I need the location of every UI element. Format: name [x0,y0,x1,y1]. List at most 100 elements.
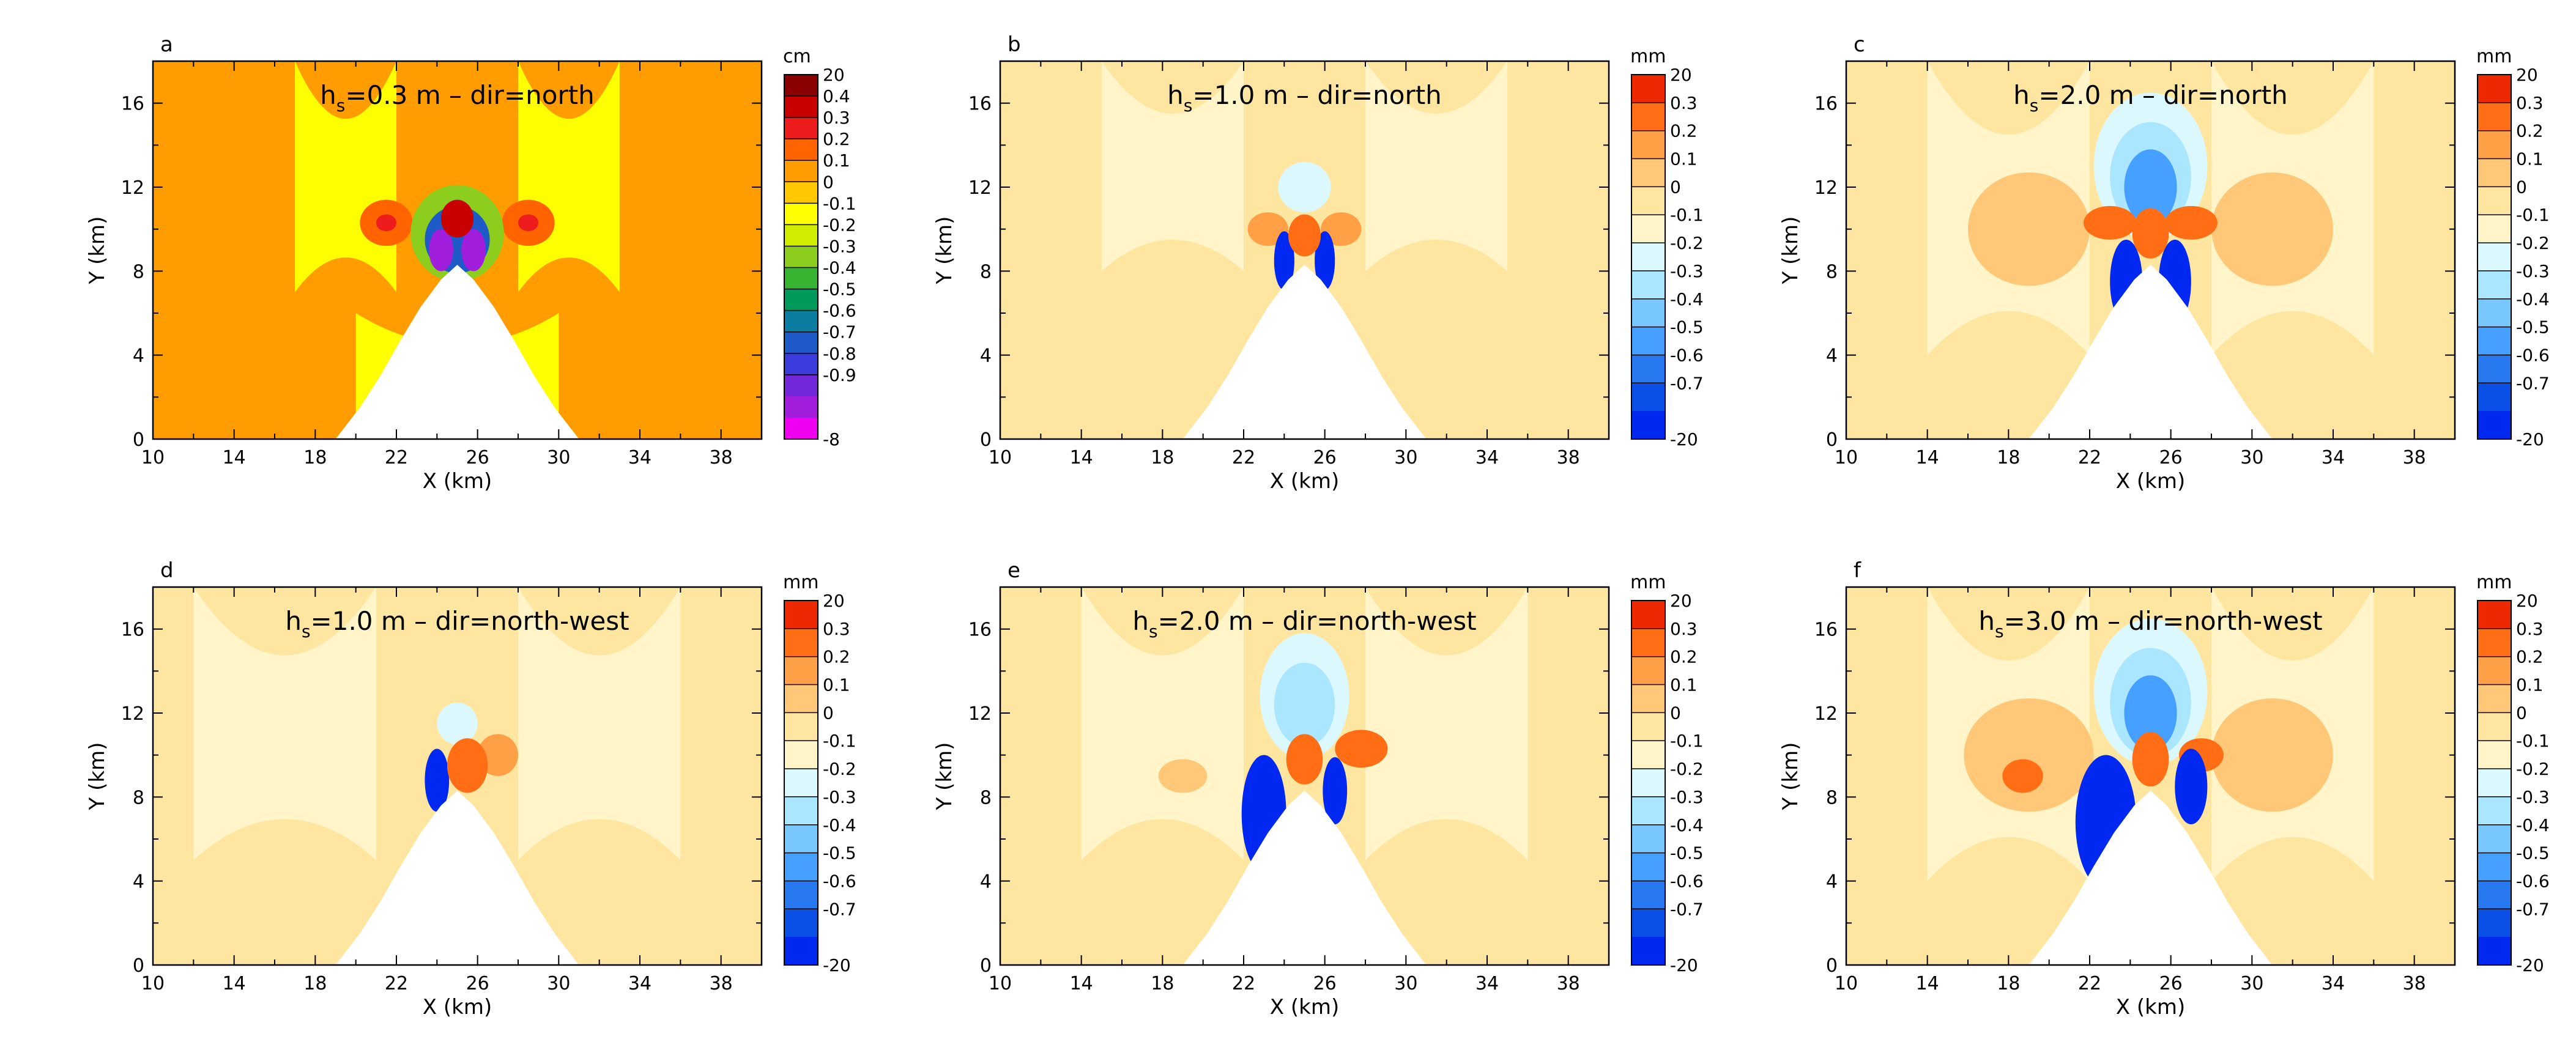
contour-blob-3 [2211,698,2333,812]
colorbar-label: -0.2 [823,215,856,235]
contour-blob-6 [518,215,538,231]
colorbar-swatch [1631,355,1665,383]
colorbar-swatch [1631,75,1665,103]
colorbar-swatch [1631,103,1665,131]
y-axis-label: Y (km) [1778,216,1803,285]
contour-blob-2 [1159,760,1208,793]
y-tick-label: 8 [1826,261,1838,283]
contour-blob-2 [1968,172,2090,286]
colorbar-swatch [2478,881,2511,909]
colorbar-swatch [784,797,818,825]
colorbar-label: -0.6 [823,871,856,891]
colorbar-label: 20 [2516,65,2538,85]
y-tick-label: 8 [133,261,144,283]
x-tick-label: 26 [1313,973,1337,994]
colorbar-swatch [784,117,818,139]
colorbar-label: 0.2 [823,129,850,149]
contour-blob-11 [2132,208,2169,258]
colorbar-label: -20 [2516,429,2544,449]
colorbar-label: 20 [823,65,845,85]
colorbar-swatch [2478,103,2511,131]
y-tick-label: 4 [1826,346,1838,367]
colorbar-swatch [2478,131,2511,159]
contour-blob-7 [1288,215,1321,257]
colorbar-swatch [2478,383,2511,411]
colorbar-label: -20 [2516,955,2544,975]
y-axis-label: Y (km) [85,216,109,285]
y-tick-label: 4 [1826,871,1838,893]
colorbar-label: 0.2 [2516,647,2544,667]
colorbar-swatch [1631,769,1665,797]
y-tick-label: 12 [1814,703,1838,725]
x-tick-label: 14 [1070,447,1093,468]
contour-blob-11 [441,200,473,238]
colorbar-label: 0.2 [823,647,850,667]
colorbar-label: 0.2 [1670,647,1698,667]
colorbar-swatch [784,246,818,268]
colorbar-swatch [2478,769,2511,797]
colorbar: 20 0.3 0.2 0.1 0 -0.1 -0.2 -0.3 -0.4 -0.5 -0.6 -0.7… [2476,572,2550,975]
colorbar-swatch [1631,411,1665,439]
panel-letter: d [160,558,174,583]
colorbar-label: 0 [823,172,834,192]
colorbar-swatch [784,937,818,965]
x-tick-label: 14 [1916,973,1939,994]
x-tick-label: 30 [547,447,570,468]
colorbar-swatch [1631,909,1665,937]
x-tick-label: 26 [1313,447,1337,468]
x-axis-label: X (km) [1270,469,1339,494]
contour-blob-2 [1278,162,1331,212]
colorbar-label: -0.7 [2516,373,2550,393]
contour-blob-7 [2084,206,2136,240]
colorbar-unit: mm [2476,572,2512,593]
colorbar-swatch [1631,825,1665,853]
colorbar-label: 0.3 [823,108,850,128]
colorbar-swatch [2478,243,2511,271]
colorbar-label: 0.3 [2516,93,2544,113]
colorbar-unit: mm [1630,572,1666,593]
colorbar-label: -0.4 [823,815,856,835]
colorbar-swatch [1631,187,1665,215]
colorbar-label: -0.2 [2516,233,2550,253]
x-tick-label: 34 [628,447,651,468]
colorbar-swatch [1631,797,1665,825]
colorbar-label: -0.6 [2516,871,2550,891]
x-axis-label: X (km) [423,469,492,494]
contour-blob-4 [2002,760,2043,793]
x-axis-label: X (km) [1270,995,1339,1019]
x-tick-label: 22 [385,447,408,468]
x-tick-label: 14 [1916,447,1939,468]
colorbar-swatch [784,311,818,333]
colorbar-swatch [1631,271,1665,299]
contour-field [1846,587,2455,965]
colorbar-swatch [784,601,818,629]
colorbar-swatch [2478,299,2511,327]
colorbar-label: -0.4 [1670,815,1704,835]
colorbar-swatch [2478,215,2511,243]
colorbar-label: -0.2 [1670,759,1704,779]
colorbar-label: -0.7 [823,899,856,919]
colorbar: 20 0.3 0.2 0.1 0 -0.1 -0.2 -0.3 -0.4 -0.5 -0.6 -0.7… [1630,572,1704,975]
colorbar-label: 20 [2516,591,2538,611]
x-tick-label: 22 [2078,447,2101,468]
colorbar-swatch [784,881,818,909]
colorbar-swatch [784,853,818,881]
y-tick-label: 16 [968,619,992,641]
colorbar-label: -0.4 [2516,815,2550,835]
colorbar-label: -0.4 [823,258,856,278]
x-tick-label: 34 [1475,447,1499,468]
panel-c: 10 14 18 22 26 30 34 380481216X (km)Y (km)chs=2… [1778,32,2550,494]
colorbar-label: 0.1 [1670,675,1698,695]
colorbar-swatch [2478,327,2511,355]
x-tick-label: 26 [466,447,489,468]
y-tick-label: 16 [968,94,992,115]
x-tick-label: 26 [466,973,489,994]
y-tick-label: 16 [121,619,144,641]
contour-blob-10 [461,229,486,272]
x-axis-label: X (km) [423,995,492,1019]
colorbar-swatch [784,96,818,118]
colorbar-swatch [784,182,818,204]
colorbar-label: 0.1 [823,150,850,171]
colorbar-swatch [2478,685,2511,713]
x-axis-label: X (km) [2116,469,2185,494]
